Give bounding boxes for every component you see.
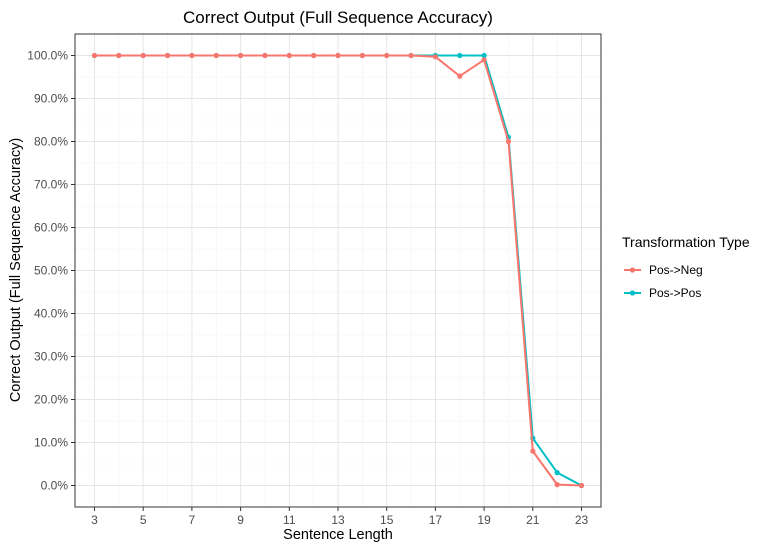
legend-key-point bbox=[629, 267, 636, 273]
y-axis-title: Correct Output (Full Sequence Accuracy) bbox=[8, 138, 24, 402]
series-layer bbox=[91, 52, 585, 489]
legend-label: Pos->Pos bbox=[649, 286, 701, 300]
chart-title: Correct Output (Full Sequence Accuracy) bbox=[183, 8, 493, 27]
y-tick-label: 50.0% bbox=[34, 264, 68, 278]
x-tick-label: 5 bbox=[140, 513, 147, 527]
x-axis-title: Sentence Length bbox=[283, 527, 393, 543]
y-tick-label: 100.0% bbox=[27, 49, 68, 63]
data-point bbox=[432, 54, 439, 60]
data-point bbox=[481, 57, 487, 63]
data-point bbox=[164, 52, 171, 59]
data-point bbox=[116, 52, 122, 59]
data-point bbox=[384, 52, 390, 59]
data-point bbox=[140, 52, 146, 59]
data-point bbox=[481, 52, 487, 59]
y-tick-label: 30.0% bbox=[34, 350, 68, 364]
x-tick-label: 17 bbox=[429, 513, 443, 527]
x-tick-label: 7 bbox=[189, 513, 196, 527]
legend-title: Transformation Type bbox=[622, 234, 750, 250]
data-point bbox=[359, 52, 365, 59]
data-point bbox=[311, 52, 317, 59]
data-point bbox=[554, 470, 560, 476]
legend-key-point bbox=[629, 290, 636, 296]
x-tick-label: 9 bbox=[237, 513, 244, 527]
data-point bbox=[286, 52, 292, 59]
y-tick-label: 90.0% bbox=[34, 92, 68, 106]
x-tick-label: 3 bbox=[91, 513, 98, 527]
data-point bbox=[335, 52, 341, 59]
legend-key bbox=[624, 290, 641, 296]
y-tick-label: 40.0% bbox=[34, 307, 68, 321]
data-point bbox=[554, 482, 560, 488]
data-point bbox=[457, 52, 463, 59]
x-axis: 3 5 7 9 11 13 15 17 19 21 23 bbox=[91, 507, 589, 527]
data-point bbox=[505, 138, 512, 145]
data-point bbox=[457, 73, 463, 79]
data-point bbox=[213, 52, 219, 59]
data-point bbox=[91, 52, 98, 59]
series-Pos->Neg bbox=[91, 52, 585, 489]
x-tick-label: 23 bbox=[575, 513, 589, 527]
x-tick-label: 19 bbox=[477, 513, 491, 527]
data-point bbox=[530, 448, 536, 454]
legend: Transformation Type Pos->Neg Pos->Pos bbox=[622, 234, 750, 300]
x-tick-label: 21 bbox=[526, 513, 540, 527]
x-tick-label: 11 bbox=[283, 513, 296, 527]
y-tick-label: 80.0% bbox=[34, 135, 68, 149]
data-point bbox=[189, 52, 195, 59]
data-point bbox=[578, 482, 585, 489]
data-point bbox=[408, 52, 414, 59]
y-tick-label: 60.0% bbox=[34, 221, 68, 235]
y-tick-label: 0.0% bbox=[41, 479, 69, 493]
y-tick-label: 70.0% bbox=[34, 178, 68, 192]
x-tick-label: 13 bbox=[331, 513, 345, 527]
y-tick-label: 10.0% bbox=[34, 436, 68, 450]
legend-label: Pos->Neg bbox=[649, 263, 703, 277]
legend-key bbox=[624, 267, 641, 273]
y-axis: 0.0% 10.0% 20.0% 30.0% 40.0% 50.0% 60.0% 70.0% 8… bbox=[27, 49, 75, 493]
y-tick-label: 20.0% bbox=[34, 393, 68, 407]
x-tick-label: 15 bbox=[380, 513, 394, 527]
data-point bbox=[262, 52, 268, 59]
data-point bbox=[237, 52, 244, 59]
